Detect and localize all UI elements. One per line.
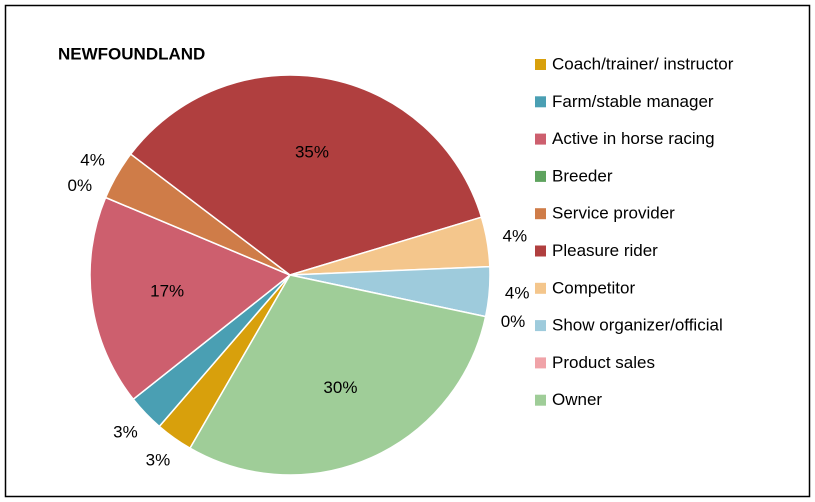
legend-label: Owner xyxy=(552,390,602,409)
pie-slice xyxy=(129,74,483,276)
data-label: 0% xyxy=(501,312,526,331)
pie-slice xyxy=(89,196,292,401)
data-label: 3% xyxy=(146,450,171,469)
legend-label: Service provider xyxy=(552,204,675,223)
data-label: 17% xyxy=(150,281,184,300)
data-label: 3% xyxy=(113,422,138,441)
legend-label: Competitor xyxy=(552,278,635,297)
data-label: 30% xyxy=(323,378,357,397)
pie-slice xyxy=(188,274,487,476)
legend-swatch xyxy=(535,96,546,108)
data-label: 4% xyxy=(503,226,528,245)
legend-swatch xyxy=(535,394,546,406)
legend-label: Farm/stable manager xyxy=(552,92,714,111)
legend-swatch xyxy=(535,208,546,220)
legend-swatch xyxy=(535,133,546,145)
legend-swatch xyxy=(535,357,546,369)
data-label: 35% xyxy=(295,142,329,161)
legend-label: Coach/trainer/ instructor xyxy=(552,54,734,73)
chart-title: NEWFOUNDLAND xyxy=(58,44,205,63)
legend-swatch xyxy=(535,245,546,257)
data-label: 4% xyxy=(80,150,105,169)
data-label: 4% xyxy=(505,284,530,303)
legend-label: Active in horse racing xyxy=(552,129,715,148)
legend-swatch xyxy=(535,320,546,332)
legend-label: Show organizer/official xyxy=(552,316,723,335)
legend-label: Product sales xyxy=(552,353,655,372)
legend-swatch xyxy=(535,59,546,70)
legend-swatch xyxy=(535,170,546,182)
legend-swatch xyxy=(535,282,546,294)
legend-label: Pleasure rider xyxy=(552,241,658,260)
legend-label: Breeder xyxy=(552,166,613,185)
data-label: 0% xyxy=(68,176,93,195)
